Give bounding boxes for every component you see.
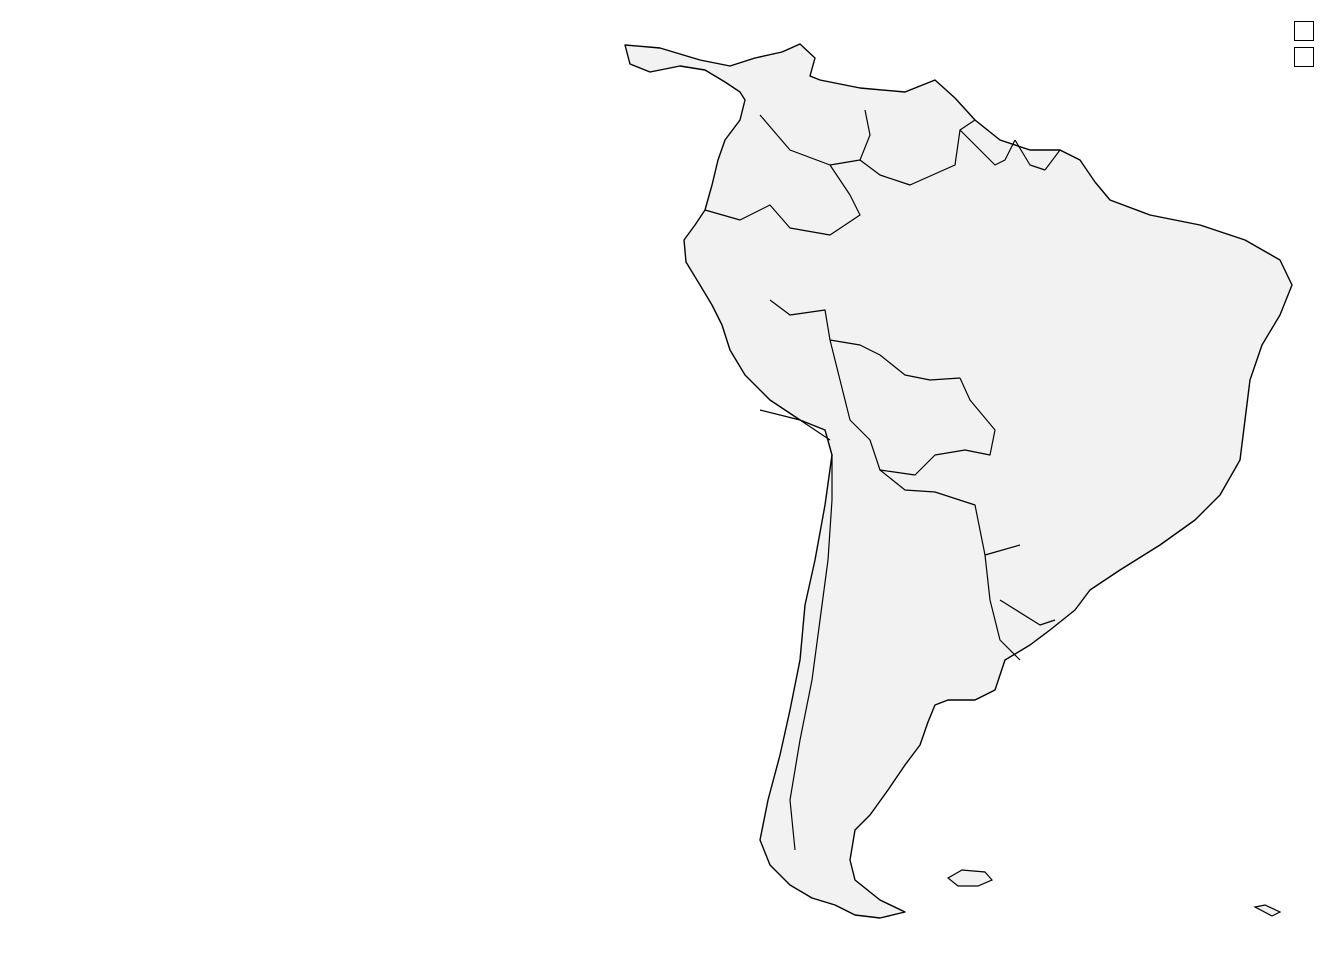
legend-swatch-green bbox=[1294, 47, 1314, 67]
island-south-georgia bbox=[1253, 904, 1282, 917]
continent-land bbox=[624, 43, 1293, 919]
legend bbox=[1294, 18, 1332, 70]
legend-item-poblacion-uno bbox=[1294, 18, 1332, 44]
legend-item-poblacion-dos bbox=[1294, 44, 1332, 70]
legend-swatch-blue bbox=[1294, 21, 1314, 41]
country-borders bbox=[704, 109, 1061, 851]
south-america-map bbox=[624, 43, 1293, 919]
island-falklands bbox=[946, 869, 993, 887]
